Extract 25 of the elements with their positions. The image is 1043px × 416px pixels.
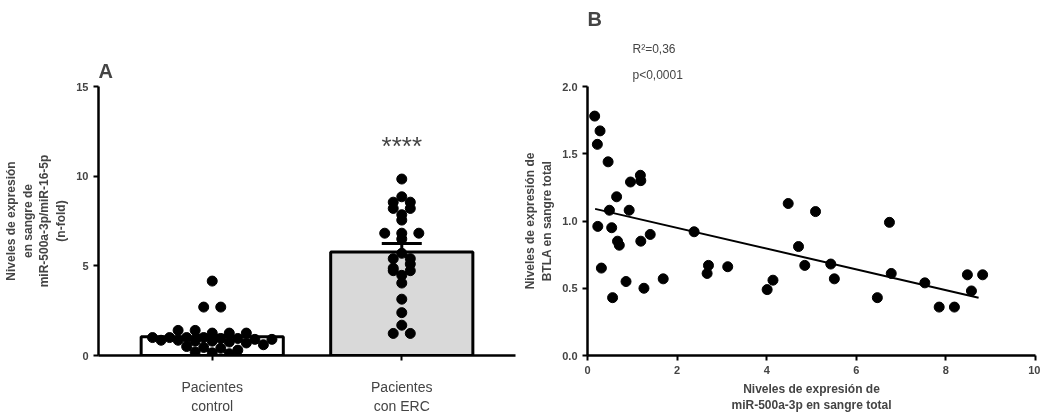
annotation: **** <box>381 130 423 161</box>
x-tick-label: 10 <box>1028 363 1041 376</box>
x-tick-label: 8 <box>942 363 949 376</box>
y-tick-label: 0.0 <box>562 349 578 362</box>
y-tick-label: 5 <box>82 259 89 272</box>
y-tick-label: 2.0 <box>562 80 578 93</box>
y-tick-label: 10 <box>76 170 89 183</box>
x-tick-label: Pacientes control <box>181 378 243 414</box>
x-tick-label: 6 <box>853 363 860 376</box>
y-axis-title: Niveles de expresión en sangre de miR-500a-3p/miR-16-5p (n-fold) <box>3 154 69 288</box>
y-axis-title: Niveles de expresión de BTLA en sangre total <box>523 152 555 290</box>
y-tick-label: 1.5 <box>562 147 578 160</box>
y-tick-label: 0 <box>82 349 89 362</box>
text: p<0,0001 <box>632 67 684 82</box>
y-tick-label: 1.0 <box>562 215 578 227</box>
x-tick-label: 4 <box>763 363 771 376</box>
chart-title: B <box>587 7 602 30</box>
chart-title: A <box>98 59 113 82</box>
x-tick-label: 2 <box>674 363 681 376</box>
text: R²=0,36 <box>632 41 676 56</box>
y-tick-label: 0.5 <box>562 282 578 295</box>
x-tick-label: Pacientes con ERC <box>371 378 433 414</box>
y-tick-label: 15 <box>76 80 89 93</box>
x-tick-label: 0 <box>584 363 591 376</box>
x-axis-title: Niveles de expresión de miR-500a-3p en sangre total <box>731 381 892 413</box>
